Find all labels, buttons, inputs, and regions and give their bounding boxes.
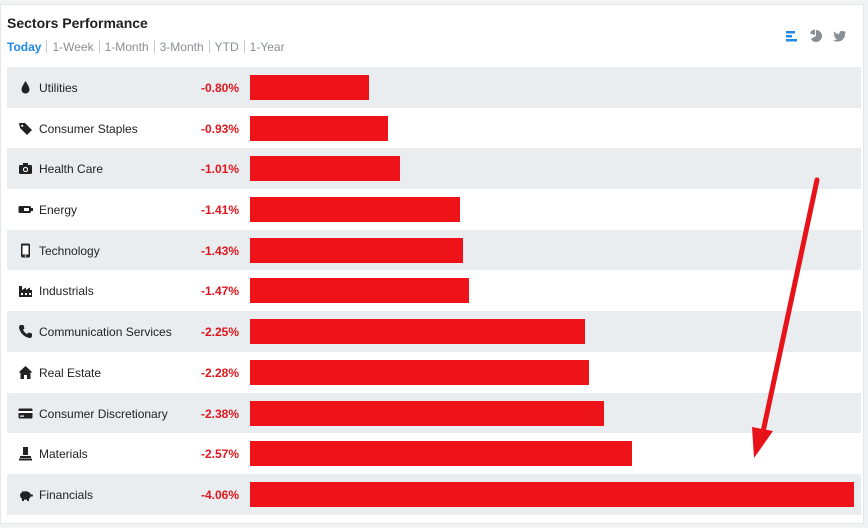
bar bbox=[250, 237, 463, 263]
data-label: -2.57% bbox=[200, 447, 239, 462]
tab-1-month[interactable]: 1-Month bbox=[104, 40, 149, 54]
table-row[interactable]: Energy -1.41% bbox=[7, 189, 861, 230]
table-row[interactable]: Financials -4.06% bbox=[7, 473, 861, 515]
bar bbox=[250, 400, 605, 426]
tab-separator bbox=[243, 40, 245, 53]
battery-icon bbox=[18, 202, 33, 217]
pie-chart-icon[interactable] bbox=[809, 29, 823, 43]
tab-1-week[interactable]: 1-Week bbox=[52, 40, 94, 54]
tab-separator bbox=[208, 40, 210, 53]
tab-ytd[interactable]: YTD bbox=[214, 40, 239, 54]
sector-label[interactable]: Industrials bbox=[39, 284, 94, 299]
factory-icon bbox=[18, 283, 33, 298]
data-label: -1.41% bbox=[200, 203, 239, 218]
data-label: -2.28% bbox=[200, 365, 239, 380]
camera-icon bbox=[18, 161, 33, 176]
data-label: -0.93% bbox=[200, 121, 239, 136]
data-label: -2.38% bbox=[200, 406, 239, 421]
data-label: -1.43% bbox=[200, 243, 239, 258]
tags-icon bbox=[18, 121, 33, 136]
sector-label[interactable]: Materials bbox=[39, 447, 88, 462]
phone-icon bbox=[18, 243, 33, 258]
page-title: Sectors Performance bbox=[7, 15, 148, 31]
bar bbox=[250, 278, 469, 304]
bar bbox=[250, 441, 633, 467]
tab-separator bbox=[46, 40, 48, 53]
tab-separator bbox=[153, 40, 155, 53]
bar bbox=[250, 115, 389, 141]
sector-label[interactable]: Technology bbox=[39, 243, 100, 258]
data-label: -4.06% bbox=[200, 487, 239, 502]
twitter-icon[interactable] bbox=[833, 29, 847, 43]
tab-separator bbox=[98, 40, 100, 53]
flask-icon bbox=[18, 446, 33, 461]
table-row[interactable]: Industrials -1.47% bbox=[7, 270, 861, 311]
period-tabs: Today 1-Week 1-Month 3-Month YTD 1-Year bbox=[7, 40, 285, 54]
piggy-bank-icon bbox=[18, 487, 33, 502]
sectors-performance-card: Sectors Performance Today 1-Week 1-Month 3-… bbox=[0, 4, 864, 524]
data-label: -2.25% bbox=[200, 325, 239, 340]
drop-icon bbox=[18, 80, 33, 95]
credit-card-icon bbox=[18, 406, 33, 421]
bar bbox=[250, 359, 590, 385]
bar bbox=[250, 319, 585, 345]
sector-label[interactable]: Consumer Discretionary bbox=[39, 406, 168, 421]
table-row[interactable]: Technology -1.43% bbox=[7, 229, 861, 271]
bar-chart-icon[interactable] bbox=[785, 29, 799, 43]
sector-label[interactable]: Financials bbox=[39, 487, 94, 502]
sector-label[interactable]: Utilities bbox=[39, 81, 78, 95]
table-row[interactable]: Communication Services -2.25% bbox=[7, 311, 861, 352]
table-row[interactable]: Materials -2.57% bbox=[7, 433, 861, 474]
tab-today[interactable]: Today bbox=[7, 40, 42, 54]
table-row[interactable]: Consumer Staples -0.93% bbox=[7, 108, 861, 149]
data-label: -1.01% bbox=[200, 162, 239, 177]
sector-label[interactable]: Consumer Staples bbox=[39, 121, 138, 136]
sector-label[interactable]: Real Estate bbox=[39, 365, 102, 380]
data-label: -0.80% bbox=[200, 81, 239, 95]
tab-3-month[interactable]: 3-Month bbox=[159, 40, 204, 54]
table-row[interactable]: Consumer Discretionary -2.38% bbox=[7, 392, 861, 434]
sector-label[interactable]: Energy bbox=[39, 203, 78, 218]
bar bbox=[250, 75, 369, 100]
sector-label[interactable]: Health Care bbox=[39, 162, 104, 177]
sectors-bar-chart: Utilities -0.80% Consumer Staples -0.93% Hea… bbox=[7, 67, 861, 515]
telephone-icon bbox=[18, 324, 33, 339]
data-label: -1.47% bbox=[200, 284, 239, 299]
home-icon bbox=[18, 365, 33, 380]
bar bbox=[250, 156, 401, 182]
view-toolbar bbox=[785, 29, 847, 43]
tab-1-year[interactable]: 1-Year bbox=[249, 40, 285, 54]
sector-label[interactable]: Communication Services bbox=[39, 325, 172, 340]
bar bbox=[250, 481, 854, 507]
bar bbox=[250, 197, 460, 223]
table-row[interactable]: Health Care -1.01% bbox=[7, 148, 861, 190]
table-row[interactable]: Utilities -0.80% bbox=[7, 67, 861, 108]
table-row[interactable]: Real Estate -2.28% bbox=[7, 352, 861, 393]
